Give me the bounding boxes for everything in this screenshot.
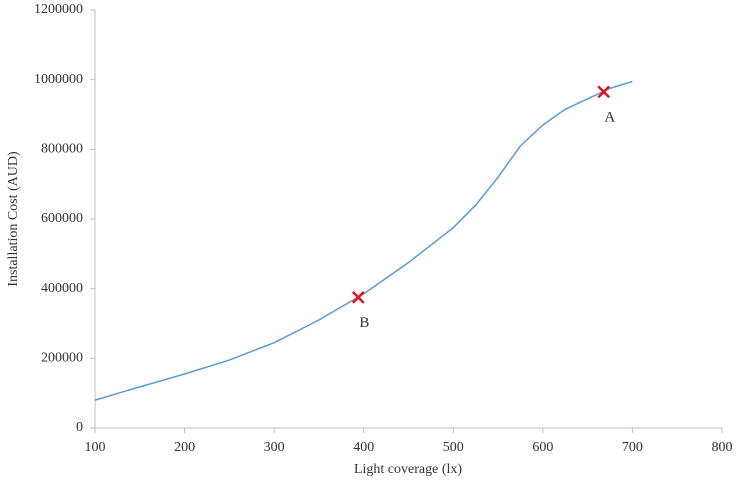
x-tick-label: 500 xyxy=(443,440,464,455)
y-tick-label: 600000 xyxy=(41,211,83,226)
y-tick-label: 1000000 xyxy=(34,72,83,87)
marker-label: A xyxy=(604,109,615,125)
x-tick-label: 100 xyxy=(85,440,106,455)
y-tick-label: 200000 xyxy=(41,351,83,366)
x-tick-label: 400 xyxy=(353,440,374,455)
line xyxy=(94,80,633,401)
x-tick-label: 700 xyxy=(622,440,643,455)
x-tick-label: 300 xyxy=(264,440,285,455)
y-tick-label: 400000 xyxy=(41,281,83,296)
marker-stroke xyxy=(351,290,365,304)
y-tick-label: 1200000 xyxy=(34,2,83,17)
marker xyxy=(597,85,611,99)
marker xyxy=(351,290,365,304)
y-axis-label: Installation Cost (AUD) xyxy=(6,151,21,287)
marker-stroke xyxy=(597,85,611,99)
x-tick-label: 200 xyxy=(174,440,195,455)
y-tick-label: 0 xyxy=(76,420,83,435)
x-tick-label: 800 xyxy=(712,440,733,455)
y-tick-label: 800000 xyxy=(41,142,83,157)
x-axis-label: Light coverage (lx) xyxy=(354,462,462,477)
x-tick-label: 600 xyxy=(532,440,553,455)
marker-label: B xyxy=(359,315,369,331)
